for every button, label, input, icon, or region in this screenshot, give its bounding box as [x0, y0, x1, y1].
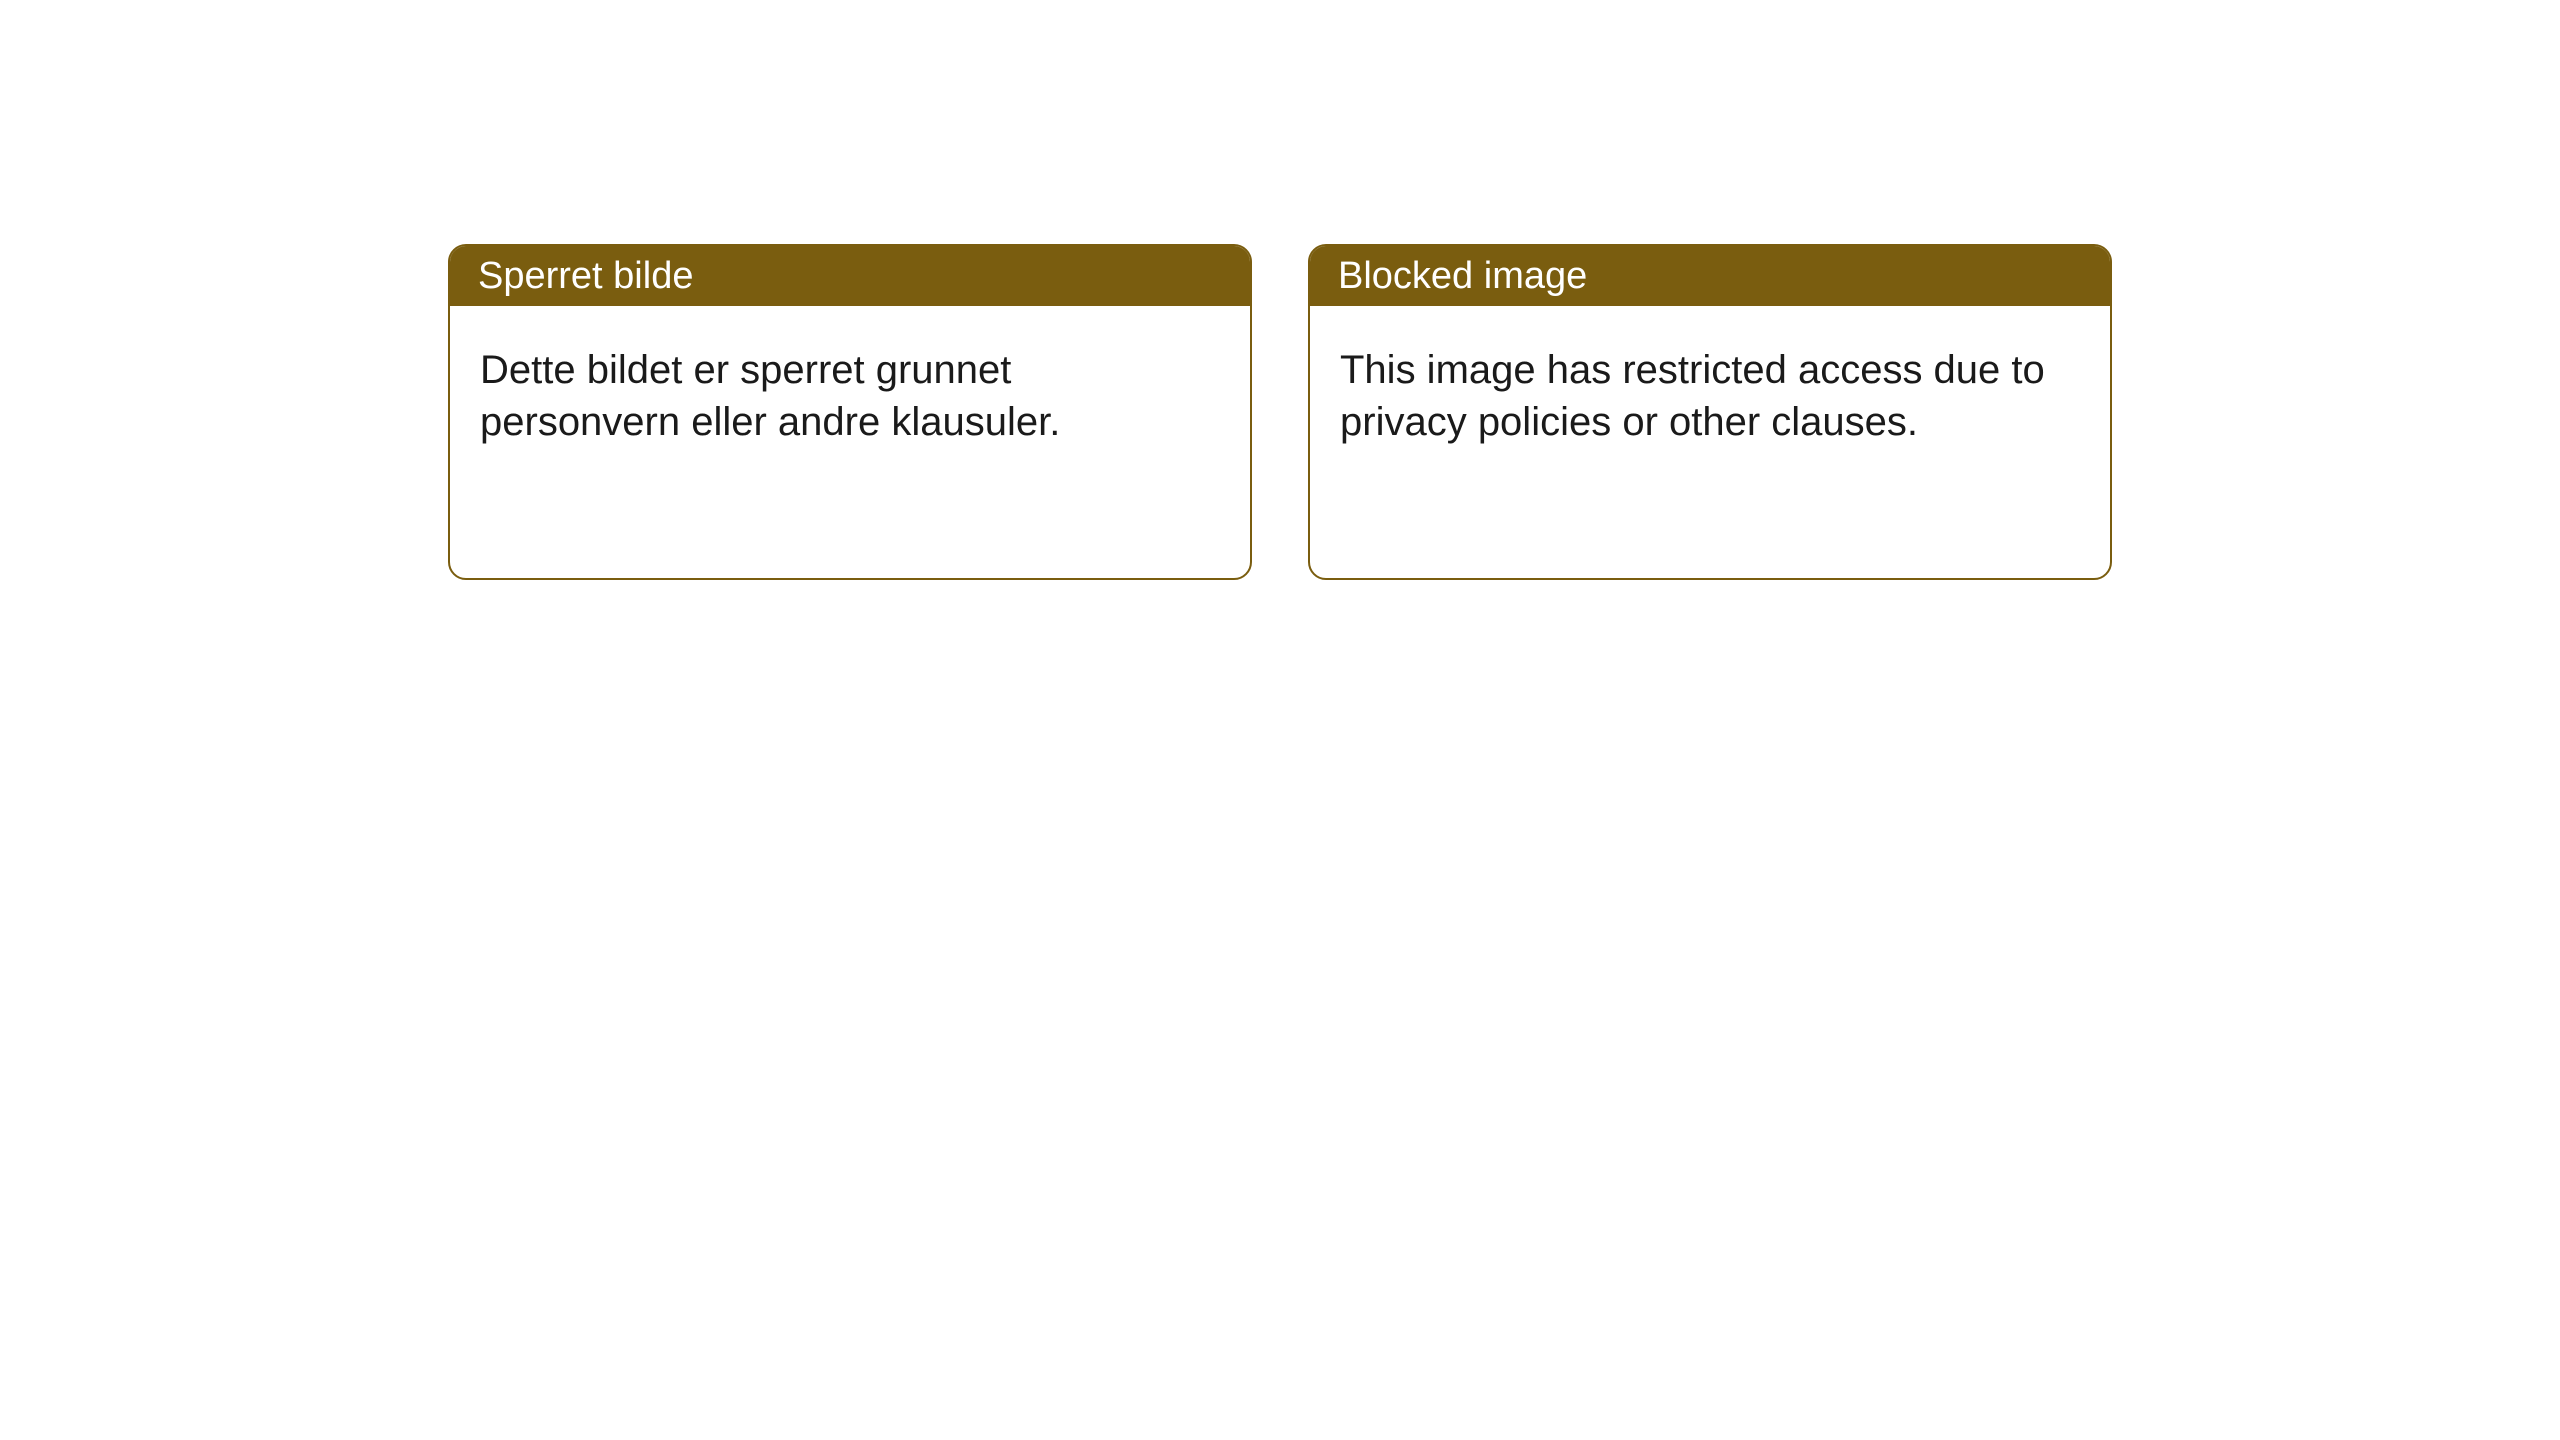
card-header-title: Sperret bilde	[450, 246, 1250, 306]
card-body-text: Dette bildet er sperret grunnet personve…	[450, 306, 1250, 486]
blocked-image-card-english: Blocked image This image has restricted …	[1308, 244, 2112, 580]
blocked-image-card-norwegian: Sperret bilde Dette bildet er sperret gr…	[448, 244, 1252, 580]
card-body-text: This image has restricted access due to …	[1310, 306, 2110, 486]
cards-container: Sperret bilde Dette bildet er sperret gr…	[0, 0, 2560, 580]
card-header-title: Blocked image	[1310, 246, 2110, 306]
